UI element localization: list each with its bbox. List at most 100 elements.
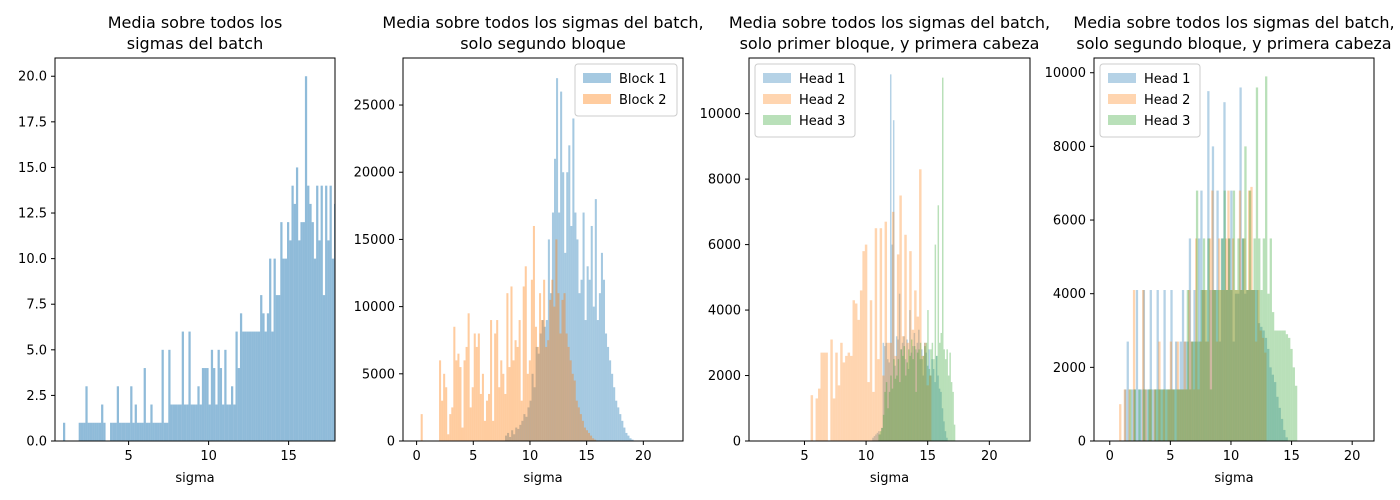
- histogram-bar: [242, 331, 245, 441]
- histogram-bar: [206, 368, 209, 441]
- histogram-bar: [1142, 290, 1145, 441]
- x-tick-label: 5: [469, 449, 477, 464]
- histogram-bar: [488, 393, 491, 441]
- histogram-bar: [918, 329, 920, 441]
- histogram-bar: [1174, 341, 1178, 441]
- histogram-bar: [1158, 389, 1162, 441]
- histogram-bar: [1222, 290, 1226, 441]
- histogram-bar: [1216, 190, 1219, 441]
- histogram-bar: [356, 259, 358, 441]
- legend-entry: Head 1: [1144, 72, 1190, 87]
- y-tick-label: 10.0: [18, 252, 47, 267]
- histogram-bar: [1142, 290, 1146, 441]
- histogram-bar: [257, 331, 261, 441]
- x-axis-label: sigma: [1214, 471, 1253, 486]
- legend-swatch: [1108, 73, 1136, 83]
- histogram-bar: [186, 404, 189, 441]
- histogram-bar: [878, 434, 880, 441]
- histogram-bar: [909, 310, 911, 441]
- histogram-bar: [386, 259, 388, 441]
- histogram-bar: [1236, 290, 1239, 441]
- histogram-bar: [87, 422, 90, 441]
- histogram-bar: [1209, 389, 1213, 441]
- histogram-bar: [181, 331, 184, 441]
- histogram-bar: [1221, 238, 1224, 441]
- histogram-bar: [119, 422, 122, 441]
- histogram-bar: [590, 225, 593, 441]
- histogram-bar: [430, 423, 432, 441]
- histogram-bar: [934, 244, 937, 441]
- histogram-bar: [558, 212, 561, 441]
- histogram-bar: [1172, 389, 1175, 441]
- histogram-bar: [163, 422, 167, 441]
- chart-title: Media sobre todos los: [108, 13, 283, 32]
- legend-box: [754, 63, 856, 138]
- x-axis-label: sigma: [870, 471, 909, 486]
- histogram-bar: [891, 388, 894, 441]
- histogram-bar: [408, 405, 410, 441]
- histogram-bar: [535, 346, 538, 441]
- histogram-bar: [896, 254, 900, 441]
- histogram-bar: [168, 349, 171, 441]
- histogram-bar: [919, 342, 922, 441]
- histogram-bar: [950, 382, 953, 441]
- histogram-bar: [514, 340, 517, 441]
- histogram-bar: [1207, 238, 1210, 441]
- histogram-bar: [937, 375, 939, 441]
- histogram-bar: [453, 326, 456, 441]
- histogram-bar: [251, 331, 254, 441]
- histogram-bar: [581, 420, 584, 441]
- y-tick-label: 17.5: [18, 115, 47, 130]
- histogram-bar: [110, 422, 113, 441]
- histogram-bar: [549, 293, 552, 441]
- histogram-bar: [509, 436, 512, 441]
- histogram-bar: [584, 320, 587, 441]
- x-tick-label: 5: [1166, 449, 1174, 464]
- histogram-bar: [1271, 312, 1275, 441]
- histogram-bar: [248, 331, 252, 441]
- histogram-bar: [1172, 389, 1175, 441]
- histogram-bar: [897, 339, 899, 441]
- histogram-bar: [906, 342, 910, 441]
- histogram-bar: [578, 293, 581, 441]
- histogram-bar: [940, 332, 942, 441]
- y-tick-label: 2000: [1053, 361, 1086, 376]
- histogram-bar: [891, 211, 895, 441]
- histogram-bar: [1241, 238, 1245, 441]
- histogram-bar: [549, 299, 552, 441]
- legend-swatch: [763, 94, 791, 104]
- histogram-bar: [930, 349, 932, 441]
- histogram-bar: [1145, 389, 1148, 441]
- histogram-bar: [907, 368, 910, 441]
- histogram-bar: [543, 279, 546, 441]
- histogram-bar: [879, 431, 882, 441]
- histogram-bar: [600, 252, 603, 441]
- histogram-bar: [392, 332, 394, 441]
- histogram-bar: [406, 259, 408, 441]
- histogram-bar: [1211, 146, 1215, 441]
- histogram-bar: [148, 422, 151, 441]
- histogram-bar: [912, 346, 914, 441]
- histogram-bar: [911, 329, 915, 441]
- histogram-bar: [275, 295, 279, 441]
- histogram-bar: [631, 439, 634, 441]
- histogram-bar: [815, 398, 819, 441]
- histogram-bar: [233, 404, 236, 441]
- histogram-bar: [568, 145, 571, 441]
- histogram-bar: [611, 373, 614, 441]
- histogram-bar: [451, 407, 454, 441]
- y-tick-label: 4000: [708, 304, 741, 319]
- histogram-bar: [516, 346, 519, 441]
- histogram-bar: [1259, 330, 1262, 441]
- histogram-bar: [914, 290, 917, 441]
- histogram-bar: [485, 400, 489, 441]
- histogram-bar: [363, 259, 365, 441]
- y-tick-label: 8000: [1053, 140, 1086, 155]
- histogram-bar: [621, 420, 624, 441]
- histogram-bar: [1212, 290, 1215, 441]
- histogram-bar: [947, 375, 950, 441]
- y-tick-label: 20000: [354, 166, 395, 181]
- histogram-bar: [1177, 389, 1180, 441]
- histogram-bar: [533, 387, 536, 441]
- axes-frame: [402, 57, 684, 442]
